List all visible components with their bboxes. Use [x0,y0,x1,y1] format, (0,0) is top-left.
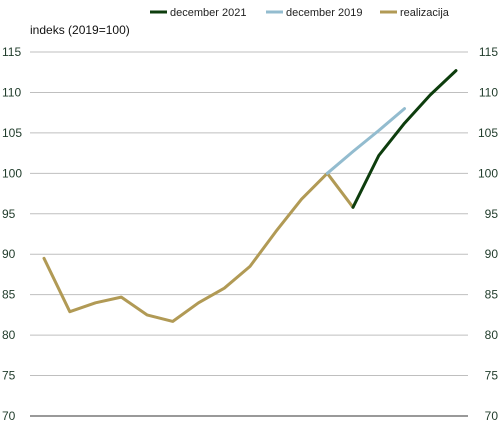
series-line-december-2019 [325,107,406,175]
series-line-december-2021 [351,69,458,209]
y-tick-label-left: 85 [2,288,16,302]
y-tick-label-right: 70 [485,409,499,423]
y-tick-label-right: 95 [485,207,499,221]
y-tick-label-right: 80 [485,328,499,342]
y-tick-label-left: 100 [2,166,22,180]
y-tick-label-left: 70 [2,409,16,423]
legend-label: december 2019 [286,7,362,19]
series-group [42,69,458,323]
y-axis-label: indeks (2019=100) [30,23,130,37]
y-tick-label-right: 100 [478,166,498,180]
legend: december 2021 december 2019 realizacija [150,7,450,19]
y-tick-label-right: 85 [485,288,499,302]
y-tick-label-left: 115 [2,45,21,59]
y-tick-label-left: 95 [2,207,16,221]
y-tick-label-left: 80 [2,328,16,342]
plot-area [30,52,468,416]
legend-label: december 2021 [170,7,246,19]
y-tick-label-left: 90 [2,247,16,261]
y-tick-label-right: 115 [479,45,498,59]
legend-label: realizacija [400,7,450,19]
y-tick-label-right: 75 [485,369,499,383]
series-line-realizacija [42,171,355,323]
y-tick-label-left: 105 [2,126,22,140]
gridlines [30,51,468,377]
y-axis-right: 70 75 80 85 90 95 100 105 110 115 [478,45,498,423]
y-tick-label-right: 110 [479,85,498,99]
y-tick-label-left: 75 [2,369,16,383]
y-tick-label-left: 110 [2,85,21,99]
y-tick-label-right: 90 [485,247,499,261]
y-tick-label-right: 105 [478,126,498,140]
y-axis-left: 70 75 80 85 90 95 100 105 110 115 [2,45,22,423]
